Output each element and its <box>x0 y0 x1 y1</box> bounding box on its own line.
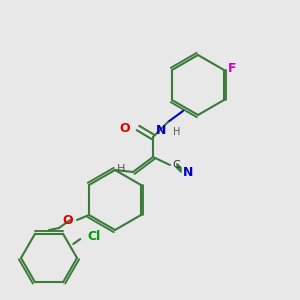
Text: N: N <box>183 166 194 178</box>
Text: H: H <box>173 127 180 137</box>
Text: O: O <box>119 122 130 134</box>
Text: N: N <box>156 124 166 137</box>
Text: H: H <box>117 164 125 174</box>
Text: Cl: Cl <box>87 230 101 242</box>
Text: C: C <box>172 160 180 170</box>
Text: O: O <box>62 214 73 226</box>
Text: F: F <box>228 62 236 76</box>
